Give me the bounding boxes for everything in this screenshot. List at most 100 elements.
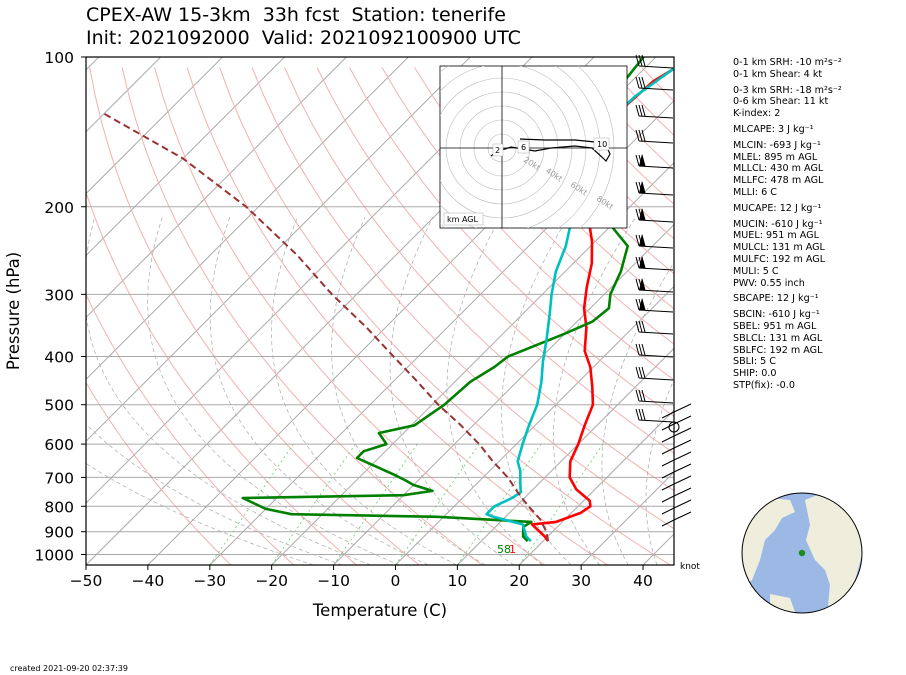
hodo-unit-label: km AGL (447, 215, 479, 224)
chart-title-line1: CPEX-AW 15-3km 33h fcst Station: tenerif… (86, 4, 506, 26)
x-tick-label: 10 (448, 572, 468, 590)
dry-adiabat (154, 67, 546, 565)
dry-adiabat (316, 67, 674, 454)
stat-row: SBEL: 951 m AGL (733, 320, 817, 332)
wind-barb-staff (673, 439, 692, 449)
isotherm (86, 57, 223, 195)
dry-adiabat (349, 67, 674, 417)
wind-barb-staff (661, 459, 675, 467)
wind-barb-feather (638, 129, 643, 142)
wind-barb-feather (641, 343, 646, 356)
y-tick-label: 600 (44, 436, 74, 454)
plot-frame (85, 56, 675, 566)
wind-barb-feather (641, 389, 646, 402)
x-tick-label: −50 (70, 572, 103, 590)
isotherm (86, 57, 409, 381)
wind-barb-feather (635, 234, 640, 247)
wind-barb-feather (635, 343, 640, 356)
y-tick-label: 700 (44, 469, 74, 487)
mixing-ratio-line (395, 443, 480, 565)
wind-barb-feather (635, 129, 640, 142)
dry-adiabat (381, 67, 674, 381)
y-tick-label: 300 (44, 286, 74, 304)
wind-barbs (635, 54, 692, 527)
stat-row: MULFC: 192 m AGL (733, 253, 826, 265)
stat-row: SBLCL: 131 m AGL (733, 332, 823, 344)
wind-barb-feather (641, 320, 646, 333)
wind-barb-staff (661, 483, 675, 491)
moist-adiabat (271, 217, 457, 565)
wind-barb-feather (635, 256, 640, 269)
isotherm (271, 161, 674, 565)
dry-adiabat (284, 67, 674, 492)
x-tick-label: 30 (571, 572, 591, 590)
wind-barb-staff (661, 471, 675, 479)
moist-adiabat (601, 261, 674, 565)
wind-barb-staff (638, 219, 674, 223)
wind-barb-flag (639, 278, 645, 290)
wind-barb-feather (638, 366, 643, 379)
stat-row: STP(fix): -0.0 (733, 379, 795, 391)
stat-row: PWV: 0.55 inch (733, 277, 805, 289)
wind-barb-feather (635, 298, 640, 311)
wind-barb-staff (638, 115, 674, 119)
wind-barb-feather (638, 343, 643, 356)
wind-barb-feather (635, 181, 640, 194)
x-tick-label: −40 (132, 572, 165, 590)
wind-barb-staff (673, 451, 692, 461)
wind-barb-feather (641, 408, 646, 421)
wind-barb-feather (635, 208, 640, 221)
x-tick-label: 40 (633, 572, 653, 590)
dry-adiabat (219, 67, 671, 565)
wind-barb-staff (673, 475, 692, 485)
moist-adiabat (446, 217, 543, 565)
wind-barb-staff (638, 267, 674, 271)
y-tick-label: 1000 (35, 546, 74, 564)
hodo-height-label-6: 6 (521, 143, 526, 152)
wind-barb-feather (641, 54, 646, 67)
wind-barb-staff (661, 423, 675, 431)
created-timestamp: created 2021-09-20 02:37:39 (10, 664, 128, 673)
wind-barb-flag (639, 181, 645, 193)
locator-globe (741, 492, 863, 614)
stat-row: SHIP: 0.0 (733, 368, 777, 380)
dry-adiabat (479, 67, 674, 275)
surface-dewpoint-label: 58 (497, 543, 511, 556)
wind-barb-feather (638, 389, 643, 402)
wind-barb-staff (638, 377, 674, 381)
stat-row: MLCAPE: 3 J kg⁻¹ (733, 123, 814, 135)
hodo-height-label-10: 10 (597, 140, 607, 149)
surface-temperature-label: 1 (509, 543, 516, 556)
wind-barb-feather (641, 129, 646, 142)
stat-row: MLLCL: 430 m AGL (733, 163, 824, 175)
wind-barb-flag (639, 298, 645, 310)
wind-barb-feather (635, 366, 640, 379)
wind-barb-feather (641, 76, 646, 89)
x-axis-label: Temperature (C) (312, 601, 447, 620)
stat-row: MLLFC: 478 m AGL (733, 175, 824, 187)
wind-barb-feather (635, 154, 640, 167)
dry-adiabat (251, 67, 674, 530)
wind-barb-flag (639, 256, 645, 268)
isotherm (209, 100, 674, 565)
stat-row: MLCIN: -693 J kg⁻¹ (733, 139, 821, 151)
wind-barb-feather (638, 320, 643, 333)
y-tick-label: 800 (44, 498, 74, 516)
wind-barb-feather (638, 104, 643, 117)
wind-barb-staff (638, 331, 674, 335)
wind-barb-staff (638, 87, 674, 91)
dry-adiabat (89, 67, 420, 565)
wind-unit-label: knot (680, 562, 700, 572)
wind-barb-staff (661, 519, 675, 527)
stat-row: SBCIN: -610 J kg⁻¹ (733, 309, 820, 321)
stat-row: 0-1 km SRH: -10 m²s⁻² (733, 57, 842, 68)
wind-barb-feather (641, 104, 646, 117)
stat-row: SBCAPE: 12 J kg⁻¹ (733, 293, 819, 305)
wind-barb-staff (673, 403, 692, 413)
wind-barb-staff (638, 245, 674, 249)
wind-barb-staff (638, 192, 674, 196)
stat-row: MLEL: 895 m AGL (733, 151, 818, 163)
wind-barb-staff (661, 495, 675, 503)
wind-barb-staff (673, 511, 692, 521)
